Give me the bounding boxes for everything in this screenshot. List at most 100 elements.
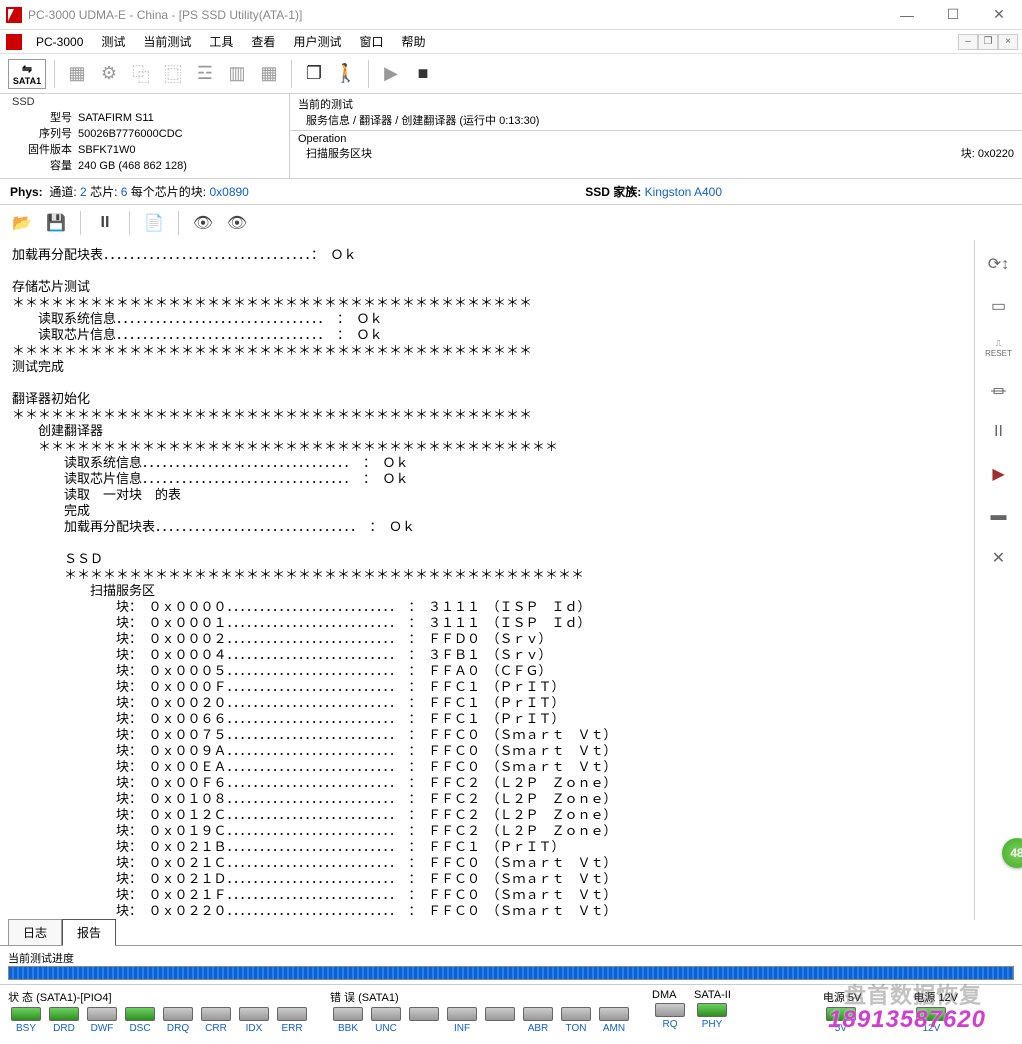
led-label: DWF [91, 1023, 114, 1034]
rt-icon-chip[interactable]: ▭ [985, 292, 1013, 320]
toolbar-icon-8[interactable]: ❐ [300, 60, 328, 88]
tab-log[interactable]: 日志 [8, 919, 62, 945]
close-button[interactable]: ✕ [976, 0, 1022, 30]
led-item: CRR [198, 1007, 234, 1034]
save-icon[interactable]: 💾 [42, 209, 70, 237]
ssd-family[interactable]: Kingston A400 [645, 185, 722, 199]
led-indicator [409, 1007, 439, 1021]
led-item: TON [558, 1007, 594, 1034]
led-indicator [916, 1007, 946, 1021]
led-indicator [333, 1007, 363, 1021]
led-item: INF [444, 1007, 480, 1034]
serial-label: 序列号 [8, 126, 78, 142]
window-title: PC-3000 UDMA-E - China - [PS SSD Utility… [28, 8, 302, 22]
led-label: INF [454, 1023, 470, 1034]
play-icon[interactable]: ▶ [377, 60, 405, 88]
menu-help[interactable]: 帮助 [393, 31, 433, 52]
minimize-button[interactable]: — [884, 0, 930, 30]
cap-label: 容量 [8, 158, 78, 174]
main-area: 加载再分配块表．．．．．．．．．．．．．．．．．．．．．．．．．．．．．．．．：… [0, 240, 1022, 920]
rt-reset-icon[interactable]: ⎍RESET [985, 334, 1013, 362]
led-item: DRD [46, 1007, 82, 1034]
model-value: SATAFIRM S11 [78, 110, 281, 126]
led-item [482, 1007, 518, 1034]
mdi-restore-button[interactable]: ❐ [978, 34, 998, 50]
find-next-icon[interactable]: 👁 [223, 209, 251, 237]
led-label: PHY [702, 1019, 723, 1030]
rt-settings-icon[interactable]: ✕ [985, 544, 1013, 572]
menu-current-test[interactable]: 当前测试 [135, 31, 199, 52]
led-label: TON [566, 1023, 587, 1034]
phys-chip[interactable]: 6 [121, 185, 128, 199]
led-label: 5V [835, 1023, 847, 1034]
led-label: BBK [338, 1023, 358, 1034]
menu-view[interactable]: 查看 [243, 31, 283, 52]
phys-perchip[interactable]: 0x0890 [209, 185, 248, 199]
toolbar-icon-1[interactable]: ▦ [63, 60, 91, 88]
current-test-box: 当前的测试 服务信息 / 翻译器 / 创建翻译器 (运行中 0:13:30) [290, 94, 1022, 131]
rt-chip2-icon[interactable]: ▬ [985, 502, 1013, 530]
copy-icon[interactable]: 📄 [140, 209, 168, 237]
toolbar-icon-9[interactable]: 🚶 [332, 60, 360, 88]
menu-tools[interactable]: 工具 [201, 31, 241, 52]
menu-appname[interactable]: PC-3000 [28, 33, 91, 51]
led-label: AMN [603, 1023, 625, 1034]
led-item: RQ [652, 1003, 688, 1030]
toolbar-icon-6[interactable]: ▥ [223, 60, 251, 88]
led-label: ABR [528, 1023, 549, 1034]
sata-port-indicator[interactable]: ⇋ SATA1 [8, 59, 46, 89]
toolbar-icon-5[interactable]: ☲ [191, 60, 219, 88]
open-icon[interactable]: 📂 [8, 209, 36, 237]
rt-icon-1[interactable]: ⟳↕ [985, 250, 1013, 278]
progress-bar [8, 966, 1014, 980]
led-label: CRR [205, 1023, 227, 1034]
pause-icon[interactable]: II [91, 209, 119, 237]
led-item: UNC [368, 1007, 404, 1034]
toolbar-icon-7[interactable]: ▦ [255, 60, 283, 88]
serial-value: 50026B7776000CDC [78, 126, 281, 142]
menu-window[interactable]: 窗口 [351, 31, 391, 52]
phys-info-row: Phys: 通道: 2 芯片: 6 每个芯片的块: 0x0890 SSD 家族:… [0, 179, 1022, 204]
tab-report[interactable]: 报告 [62, 919, 116, 946]
block-value: 0x0220 [978, 148, 1014, 160]
fw-value: SBFK71W0 [78, 142, 281, 158]
led-label: RQ [663, 1019, 678, 1030]
toolbar-icon-2[interactable]: ⚙ [95, 60, 123, 88]
led-indicator [447, 1007, 477, 1021]
toolbar-icon-3[interactable]: ⿻ [127, 60, 155, 88]
info-panel: SSD 型号SATAFIRM S11 序列号50026B7776000CDC 固… [0, 94, 1022, 179]
led-indicator [655, 1003, 685, 1017]
stop-icon[interactable]: ■ [409, 60, 437, 88]
mdi-close-button[interactable]: × [998, 34, 1018, 50]
model-label: 型号 [8, 110, 78, 126]
led-indicator [11, 1007, 41, 1021]
right-toolbar: ⟳↕ ▭ ⎍RESET ⏛ II ▶ ▬ ✕ [974, 240, 1022, 920]
rt-icon-connector[interactable]: ⏛ [985, 376, 1013, 404]
led-label: BSY [16, 1023, 36, 1034]
led-label: ERR [281, 1023, 302, 1034]
toolbar-icon-4[interactable]: ⿴ [159, 60, 187, 88]
led-label: DSC [129, 1023, 150, 1034]
mdi-minimize-button[interactable]: – [958, 34, 978, 50]
led-indicator [561, 1007, 591, 1021]
menu-test[interactable]: 测试 [93, 31, 133, 52]
phys-channel[interactable]: 2 [80, 185, 87, 199]
tab-bar: 日志 报告 [0, 920, 1022, 946]
led-label: DRD [53, 1023, 75, 1034]
cap-value: 240 GB (468 862 128) [78, 158, 281, 174]
phys-label: Phys: [10, 185, 43, 199]
status-group-label: 错 误 (SATA1) [330, 989, 632, 1005]
current-test-value: 服务信息 / 翻译器 / 创建翻译器 (运行中 0:13:30) [298, 112, 1014, 128]
led-item: PHY [694, 1003, 730, 1030]
status-group-label: 电源 5V [823, 989, 862, 1005]
led-indicator [697, 1003, 727, 1017]
led-indicator [277, 1007, 307, 1021]
rt-play-icon[interactable]: ▶ [985, 460, 1013, 488]
led-indicator [49, 1007, 79, 1021]
led-indicator [125, 1007, 155, 1021]
find-icon[interactable]: 👁 [189, 209, 217, 237]
menu-user-test[interactable]: 用户测试 [285, 31, 349, 52]
rt-pause-icon[interactable]: II [985, 418, 1013, 446]
maximize-button[interactable]: ☐ [930, 0, 976, 30]
led-label: 12V [922, 1023, 940, 1034]
